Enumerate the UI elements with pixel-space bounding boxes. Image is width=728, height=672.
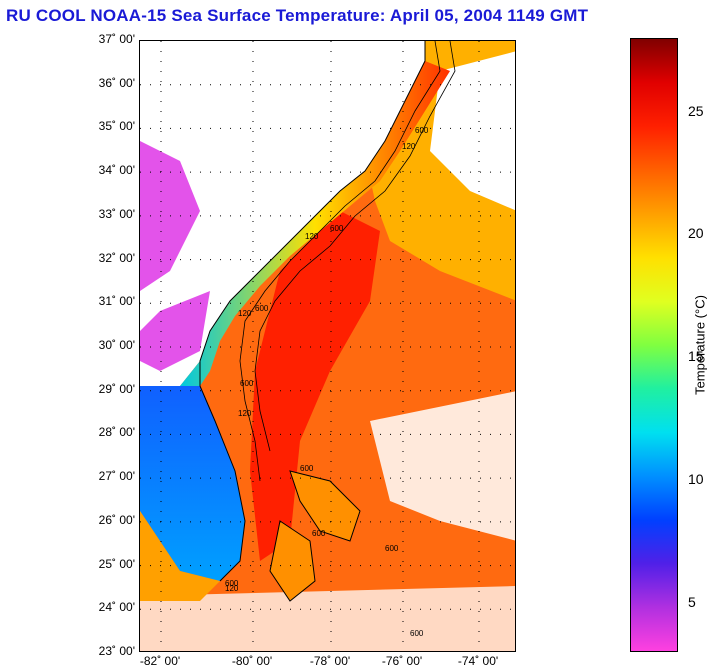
isobath-120: [239, 41, 441, 482]
isobath-label: 600: [300, 464, 314, 473]
isobath-label: 600: [225, 579, 239, 588]
latitude-label: 25˚ 00': [98, 556, 135, 571]
longitude-label: -78˚ 00': [309, 654, 351, 668]
latitude-label: 23˚ 00': [98, 644, 135, 658]
bahamas-bank-2: [269, 520, 316, 602]
cloud-south: [140, 586, 515, 651]
colorbar-tick-label: 15: [688, 348, 704, 365]
latitude-label: 27˚ 00': [98, 469, 135, 484]
isobath-label: 600: [330, 224, 344, 233]
isobath-label: 120: [225, 584, 239, 593]
colorbar-tick-label: 25: [688, 102, 704, 119]
sst-map: 600 120 600 120 600 120 600 120 600 600 600 120 600 6…: [139, 40, 516, 652]
isobath-600: [254, 41, 456, 452]
isobath-label: 600: [410, 629, 424, 638]
latitude-label: 28˚ 00': [98, 425, 135, 440]
colorbar-tick-label: 5: [688, 593, 696, 610]
bahamas-bank: [289, 470, 361, 542]
colorbar-tick-label: 10: [688, 471, 704, 488]
land-us: [140, 41, 425, 386]
colorbar-canvas: [631, 39, 677, 651]
colorbar-tick-label: 20: [688, 225, 704, 242]
coastal-band: [180, 61, 450, 386]
latitude-label: 32˚ 00': [98, 250, 135, 265]
longitude-label: -74˚ 00': [457, 654, 499, 668]
latitude-label: 26˚ 00': [98, 512, 135, 527]
isobath-label: 600: [240, 379, 254, 388]
isobath-label: 120: [238, 309, 252, 318]
lat-lon-grid: [140, 41, 515, 651]
isobath-labels: 6001206001206001206001206006006001206006…: [225, 126, 429, 638]
latitude-label: 34˚ 00': [98, 163, 135, 178]
cloud-east: [370, 391, 515, 541]
sst-map-canvas: 6001206001206001206001206006006001206006…: [140, 41, 515, 651]
inland-cold-south: [140, 291, 210, 371]
longitude-label: -82˚ 00': [139, 654, 181, 668]
colorbar-title: Temperature (°C): [692, 295, 708, 395]
latitude-label: 37˚ 00': [98, 32, 135, 46]
coastline: [199, 41, 426, 582]
colorbar: [630, 38, 678, 652]
florida: [140, 386, 245, 581]
isobath-label: 600: [415, 126, 429, 135]
gulf-stream: [250, 211, 380, 561]
isobath-label: 600: [255, 304, 269, 313]
longitude-label: -76˚ 00': [381, 654, 423, 668]
map-title: RU COOL NOAA-15 Sea Surface Temperature:…: [6, 6, 589, 25]
latitude-label: 36˚ 00': [98, 75, 135, 90]
colorbar-gradient: [631, 39, 677, 651]
latitude-label: 24˚ 00': [98, 600, 135, 615]
isobath-label: 120: [238, 409, 252, 418]
isobath-label: 120: [305, 232, 319, 241]
isobath-label: 600: [385, 544, 399, 553]
cloud-northeast: [430, 51, 515, 211]
latitude-label: 29˚ 00': [98, 381, 135, 396]
latitude-label: 33˚ 00': [98, 206, 135, 221]
latitude-label: 31˚ 00': [98, 294, 135, 309]
latitude-label: 35˚ 00': [98, 119, 135, 134]
florida-bay: [140, 511, 220, 601]
isobath-label: 600: [312, 529, 326, 538]
latitude-label: 30˚ 00': [98, 338, 135, 352]
longitude-label: -80˚ 00': [231, 654, 273, 668]
isobath-label: 120: [402, 142, 416, 151]
